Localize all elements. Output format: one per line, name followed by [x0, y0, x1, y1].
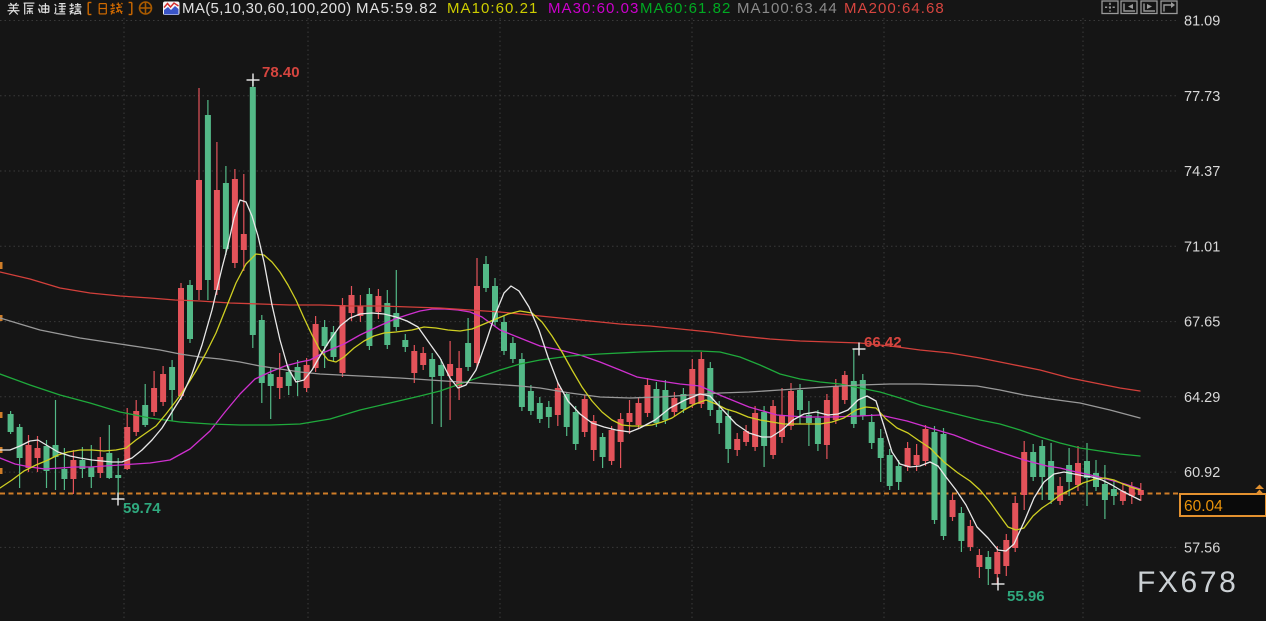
svg-text:60.04: 60.04: [1184, 498, 1223, 515]
svg-text:MA60:61.82: MA60:61.82: [640, 0, 731, 17]
svg-text:57.56: 57.56: [1184, 540, 1220, 556]
svg-text:MA10:60.21: MA10:60.21: [447, 0, 538, 17]
svg-text:81.09: 81.09: [1184, 14, 1220, 30]
svg-text:60.92: 60.92: [1184, 465, 1220, 481]
svg-text:67.65: 67.65: [1184, 315, 1220, 331]
svg-text:MA30:60.03: MA30:60.03: [548, 0, 639, 17]
svg-text:74.37: 74.37: [1184, 164, 1220, 180]
svg-text:66.42: 66.42: [864, 334, 902, 351]
svg-text:78.40: 78.40: [262, 64, 300, 81]
svg-text:FX678: FX678: [1137, 566, 1238, 599]
svg-text:MA5:59.82: MA5:59.82: [356, 0, 438, 17]
svg-text:59.74: 59.74: [123, 500, 161, 517]
svg-text:71.01: 71.01: [1184, 239, 1220, 255]
svg-text:MA100:63.44: MA100:63.44: [737, 0, 838, 17]
svg-text:64.29: 64.29: [1184, 390, 1220, 406]
svg-text:55.96: 55.96: [1007, 588, 1045, 605]
svg-text:77.73: 77.73: [1184, 89, 1220, 105]
svg-text:MA200:64.68: MA200:64.68: [844, 0, 945, 17]
svg-text:MA(5,10,30,60,100,200): MA(5,10,30,60,100,200): [182, 0, 351, 17]
